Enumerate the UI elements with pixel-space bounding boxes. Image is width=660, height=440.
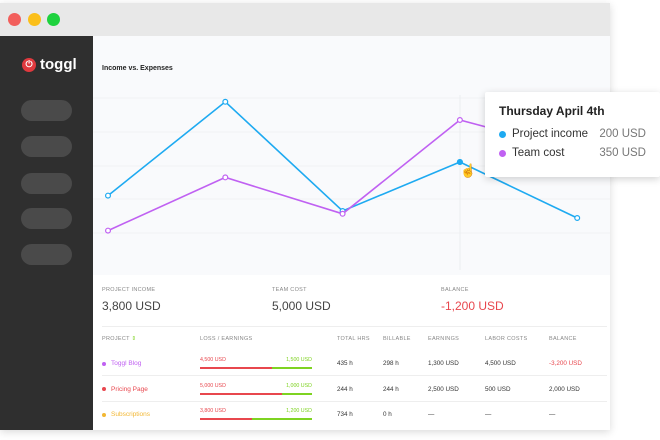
tooltip-row: Project income 200 USD xyxy=(499,128,646,140)
earnings: 2,500 USD xyxy=(428,385,459,393)
earnings-value: 1,500 USD xyxy=(286,357,312,363)
loss-bar xyxy=(200,392,282,395)
tooltip-label: Project income xyxy=(512,128,589,140)
project-color-dot xyxy=(102,412,106,417)
summary-label: PROJECT INCOME xyxy=(102,287,156,293)
row-divider xyxy=(102,375,607,376)
total-hours: 734 h xyxy=(337,411,353,418)
loss-bar xyxy=(200,367,272,369)
tooltip-value: 350 USD xyxy=(599,147,646,159)
project-label: Pricing Page xyxy=(111,385,148,393)
chart-title: Income vs. Expenses xyxy=(102,65,173,72)
column-header-project[interactable]: PROJECT ⇕ xyxy=(102,336,136,342)
column-header: EARNINGS xyxy=(428,336,460,342)
sidebar-item-4[interactable] xyxy=(21,208,72,229)
earnings-bar xyxy=(281,392,312,395)
billable-hours: 298 h xyxy=(383,360,399,367)
sidebar-item-5[interactable] xyxy=(21,244,72,265)
balance: -3,200 USD xyxy=(549,360,582,367)
labor-costs: — xyxy=(485,411,492,418)
close-button[interactable] xyxy=(8,13,21,26)
loss-earnings-bar xyxy=(200,392,312,395)
sidebar-item-1[interactable] xyxy=(21,100,72,121)
project-label: Subscriptions xyxy=(111,411,151,418)
column-header: BALANCE xyxy=(549,336,577,342)
balance: 2,000 USD xyxy=(549,385,580,393)
chart-tooltip: Thursday April 4th Project income 200 USD… xyxy=(485,92,660,177)
tooltip-value: 200 USD xyxy=(599,128,646,140)
labor-costs: 500 USD xyxy=(485,385,511,393)
project-color-dot xyxy=(102,361,106,366)
title-bar xyxy=(0,3,610,36)
summary-value: 3,800 USD xyxy=(102,299,161,313)
column-header: LABOR COSTS xyxy=(485,336,528,342)
legend-dot xyxy=(499,130,506,138)
loss-earnings-bar xyxy=(200,418,312,420)
header-label: PROJECT xyxy=(102,336,130,342)
loss-value: 3,800 USD xyxy=(200,408,226,414)
tooltip-row: Team cost 350 USD xyxy=(499,147,646,159)
column-header: TOTAL HRS xyxy=(337,336,370,342)
total-hours: 435 h xyxy=(337,360,353,367)
logo: ⏻ toggl xyxy=(22,56,77,73)
minimize-button[interactable] xyxy=(28,13,41,26)
sidebar: ⏻ toggl xyxy=(0,36,93,430)
loss-value: 4,500 USD xyxy=(200,357,226,363)
project-name[interactable]: Toggl Blog xyxy=(102,360,141,367)
summary-value: 5,000 USD xyxy=(272,299,331,313)
labor-costs: 4,500 USD xyxy=(485,360,516,367)
project-name[interactable]: Pricing Page xyxy=(102,386,148,393)
sidebar-item-2[interactable] xyxy=(21,136,72,157)
tooltip-title: Thursday April 4th xyxy=(499,104,605,118)
app-window: ⏻ toggl xyxy=(0,3,610,430)
maximize-button[interactable] xyxy=(47,13,60,26)
column-header: LOSS / EARNINGS xyxy=(200,336,253,342)
loss-value: 5,000 USD xyxy=(200,382,226,389)
project-color-dot xyxy=(102,387,106,391)
earnings: 1,300 USD xyxy=(428,360,459,367)
column-header: BILLABLE xyxy=(383,336,411,342)
earnings-bar xyxy=(251,418,312,420)
billable-hours: 244 h xyxy=(383,385,399,393)
divider xyxy=(102,326,607,327)
earnings-bar xyxy=(271,367,312,369)
billable-hours: 0 h xyxy=(383,411,392,418)
row-divider xyxy=(102,400,607,402)
logo-text: toggl xyxy=(40,56,77,73)
total-hours: 244 h xyxy=(337,385,353,393)
summary-label: TEAM COST xyxy=(272,287,307,293)
earnings-value: 1,000 USD xyxy=(286,382,312,389)
sort-icon[interactable]: ⇕ xyxy=(131,336,137,342)
sidebar-item-3[interactable] xyxy=(21,173,72,194)
power-icon: ⏻ xyxy=(22,57,36,72)
balance: — xyxy=(549,411,556,418)
earnings-value: 1,200 USD xyxy=(286,408,312,414)
legend-dot xyxy=(499,149,506,157)
loss-bar xyxy=(200,418,252,420)
tooltip-label: Team cost xyxy=(512,147,565,159)
project-label: Toggl Blog xyxy=(111,360,142,367)
project-name[interactable]: Subscriptions xyxy=(102,411,150,418)
summary-balance-value: -1,200 USD xyxy=(441,299,504,313)
earnings: — xyxy=(428,411,435,418)
loss-earnings-bar xyxy=(200,367,312,369)
summary-label: BALANCE xyxy=(441,287,469,293)
